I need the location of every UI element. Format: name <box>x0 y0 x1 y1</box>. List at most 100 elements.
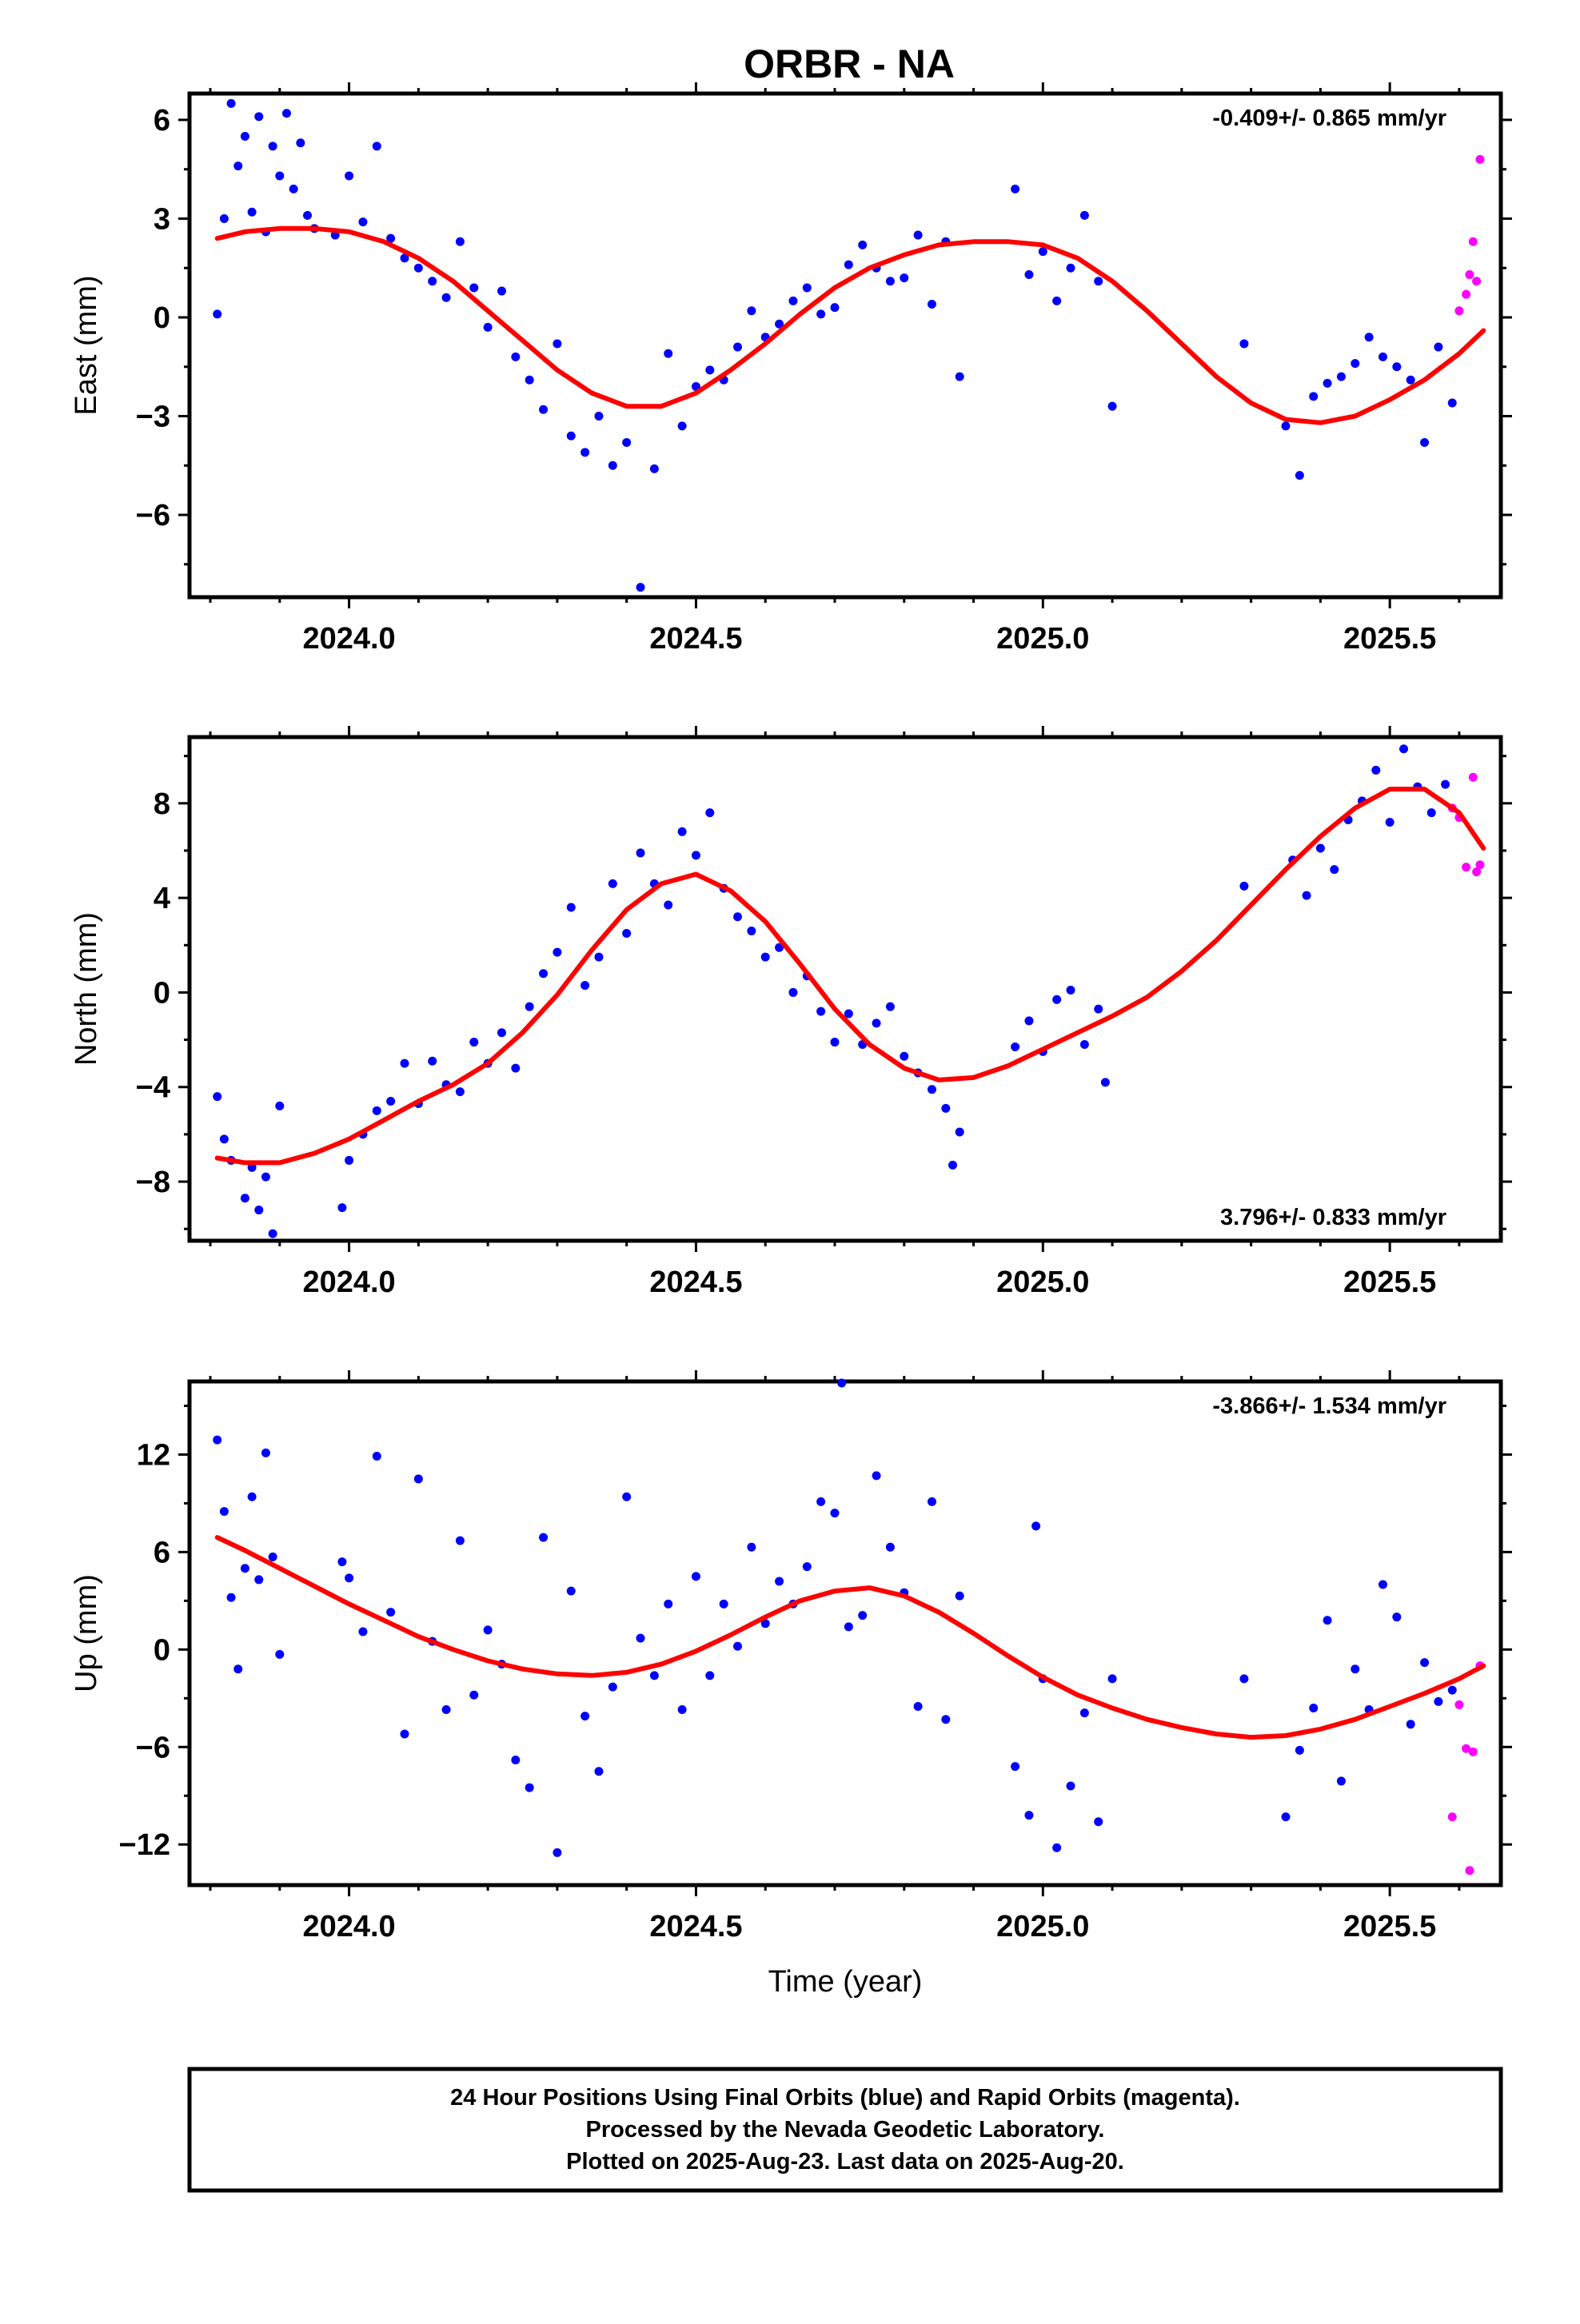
rapid-orbit-point-east <box>1475 154 1485 164</box>
y-axis-label-north: North (mm) <box>70 912 103 1066</box>
final-orbit-point-east <box>747 306 756 316</box>
y-axis-label-east: East (mm) <box>70 275 103 415</box>
final-orbit-point-up <box>525 1783 534 1792</box>
final-orbit-point-up <box>664 1599 673 1608</box>
final-orbit-point-up <box>400 1729 409 1739</box>
final-orbit-point-east <box>226 98 236 108</box>
final-orbit-point-up <box>1309 1703 1319 1712</box>
final-orbit-point-up <box>622 1492 632 1501</box>
final-orbit-point-up <box>553 1848 562 1857</box>
final-orbit-point-up <box>581 1712 590 1721</box>
final-orbit-point-up <box>261 1448 270 1457</box>
final-orbit-point-east <box>1447 398 1457 408</box>
final-orbit-point-east <box>441 293 451 302</box>
y-tick-label-up: 0 <box>154 1633 170 1667</box>
final-orbit-point-east <box>213 309 222 319</box>
final-orbit-point-up <box>1434 1696 1443 1706</box>
x-tick-label-north: 2025.5 <box>1343 1266 1436 1299</box>
final-orbit-point-east <box>844 260 853 269</box>
rapid-orbit-point-north <box>1475 860 1485 870</box>
final-orbit-point-north <box>275 1101 285 1110</box>
final-orbit-point-north <box>788 987 798 997</box>
final-orbit-point-up <box>1420 1658 1430 1668</box>
final-orbit-point-east <box>594 412 604 421</box>
final-orbit-point-up <box>837 1378 847 1388</box>
final-orbit-point-north <box>677 827 687 836</box>
final-orbit-point-east <box>1038 247 1047 257</box>
rapid-orbit-point-north <box>1472 867 1482 877</box>
final-orbit-point-up <box>1336 1776 1346 1786</box>
rapid-orbit-point-east <box>1465 269 1474 279</box>
final-orbit-point-up <box>1066 1781 1075 1791</box>
final-orbit-point-east <box>649 464 659 473</box>
final-orbit-point-east <box>358 217 368 227</box>
final-orbit-point-north <box>705 808 715 818</box>
final-orbit-point-east <box>775 319 784 329</box>
rapid-orbit-point-north <box>1468 772 1478 782</box>
final-orbit-point-up <box>483 1625 493 1635</box>
final-orbit-point-up <box>636 1633 645 1643</box>
final-orbit-point-east <box>1434 342 1443 352</box>
final-orbit-point-up <box>213 1435 222 1445</box>
final-orbit-point-up <box>816 1497 826 1506</box>
y-tick-label-up: 6 <box>154 1536 170 1569</box>
rate-label-up: -3.866+/- 1.534 mm/yr <box>1212 1393 1446 1419</box>
final-orbit-point-east <box>816 309 826 319</box>
final-orbit-point-up <box>358 1627 368 1636</box>
figure-title: ORBR - NA <box>744 42 955 86</box>
final-orbit-point-up <box>1079 1708 1089 1718</box>
final-orbit-point-east <box>1281 421 1291 431</box>
rapid-orbit-point-up <box>1465 1866 1474 1876</box>
y-tick-label-north: 8 <box>154 787 170 821</box>
final-orbit-point-up <box>469 1690 479 1700</box>
x-tick-label-up: 2024.5 <box>649 1910 742 1943</box>
final-orbit-point-up <box>775 1577 784 1586</box>
final-orbit-point-up <box>649 1671 659 1680</box>
final-orbit-point-north <box>844 1009 853 1018</box>
rapid-orbit-point-up <box>1468 1747 1478 1756</box>
rapid-orbit-point-east <box>1468 237 1478 246</box>
final-orbit-point-up <box>226 1593 236 1602</box>
final-orbit-point-up <box>858 1611 868 1620</box>
rapid-orbit-point-up <box>1447 1812 1457 1822</box>
plot-frame-north <box>187 735 1503 1243</box>
final-orbit-point-north <box>948 1160 957 1170</box>
final-orbit-point-up <box>413 1474 423 1484</box>
final-orbit-point-north <box>345 1155 354 1165</box>
final-orbit-point-up <box>233 1664 243 1674</box>
x-tick-label-east: 2025.0 <box>996 622 1089 656</box>
final-orbit-point-north <box>337 1203 347 1213</box>
final-orbit-point-north <box>1385 817 1394 827</box>
final-orbit-point-east <box>1239 339 1249 349</box>
final-orbit-point-east <box>525 375 534 385</box>
final-orbit-point-north <box>1426 808 1436 818</box>
final-orbit-point-up <box>885 1542 895 1552</box>
final-orbit-point-east <box>372 142 381 151</box>
final-orbit-point-north <box>691 851 700 860</box>
final-orbit-point-east <box>469 283 479 293</box>
final-orbit-point-up <box>1392 1612 1402 1622</box>
final-orbit-point-east <box>622 437 632 447</box>
final-orbit-point-north <box>213 1092 222 1102</box>
final-orbit-point-north <box>1024 1016 1034 1026</box>
final-orbit-point-up <box>1323 1616 1332 1625</box>
final-orbit-point-up <box>1052 1843 1062 1852</box>
final-orbit-point-up <box>913 1701 923 1711</box>
final-orbit-point-up <box>337 1557 347 1567</box>
x-tick-label-east: 2024.0 <box>302 622 395 656</box>
final-orbit-point-east <box>219 213 229 223</box>
rapid-orbit-point-up <box>1462 1744 1471 1753</box>
x-tick-label-up: 2025.0 <box>996 1910 1089 1943</box>
final-orbit-point-up <box>539 1533 549 1542</box>
final-orbit-point-up <box>677 1705 687 1715</box>
final-orbit-point-east <box>303 210 313 220</box>
final-orbit-point-east <box>539 405 549 414</box>
final-orbit-point-east <box>296 138 305 148</box>
x-tick-label-east: 2025.5 <box>1343 622 1436 656</box>
final-orbit-point-east <box>1323 378 1332 388</box>
x-tick-label-north: 2024.5 <box>649 1266 742 1299</box>
rate-label-east: -0.409+/- 0.865 mm/yr <box>1212 106 1446 131</box>
final-orbit-point-north <box>760 952 770 962</box>
rapid-orbit-point-east <box>1472 277 1482 286</box>
